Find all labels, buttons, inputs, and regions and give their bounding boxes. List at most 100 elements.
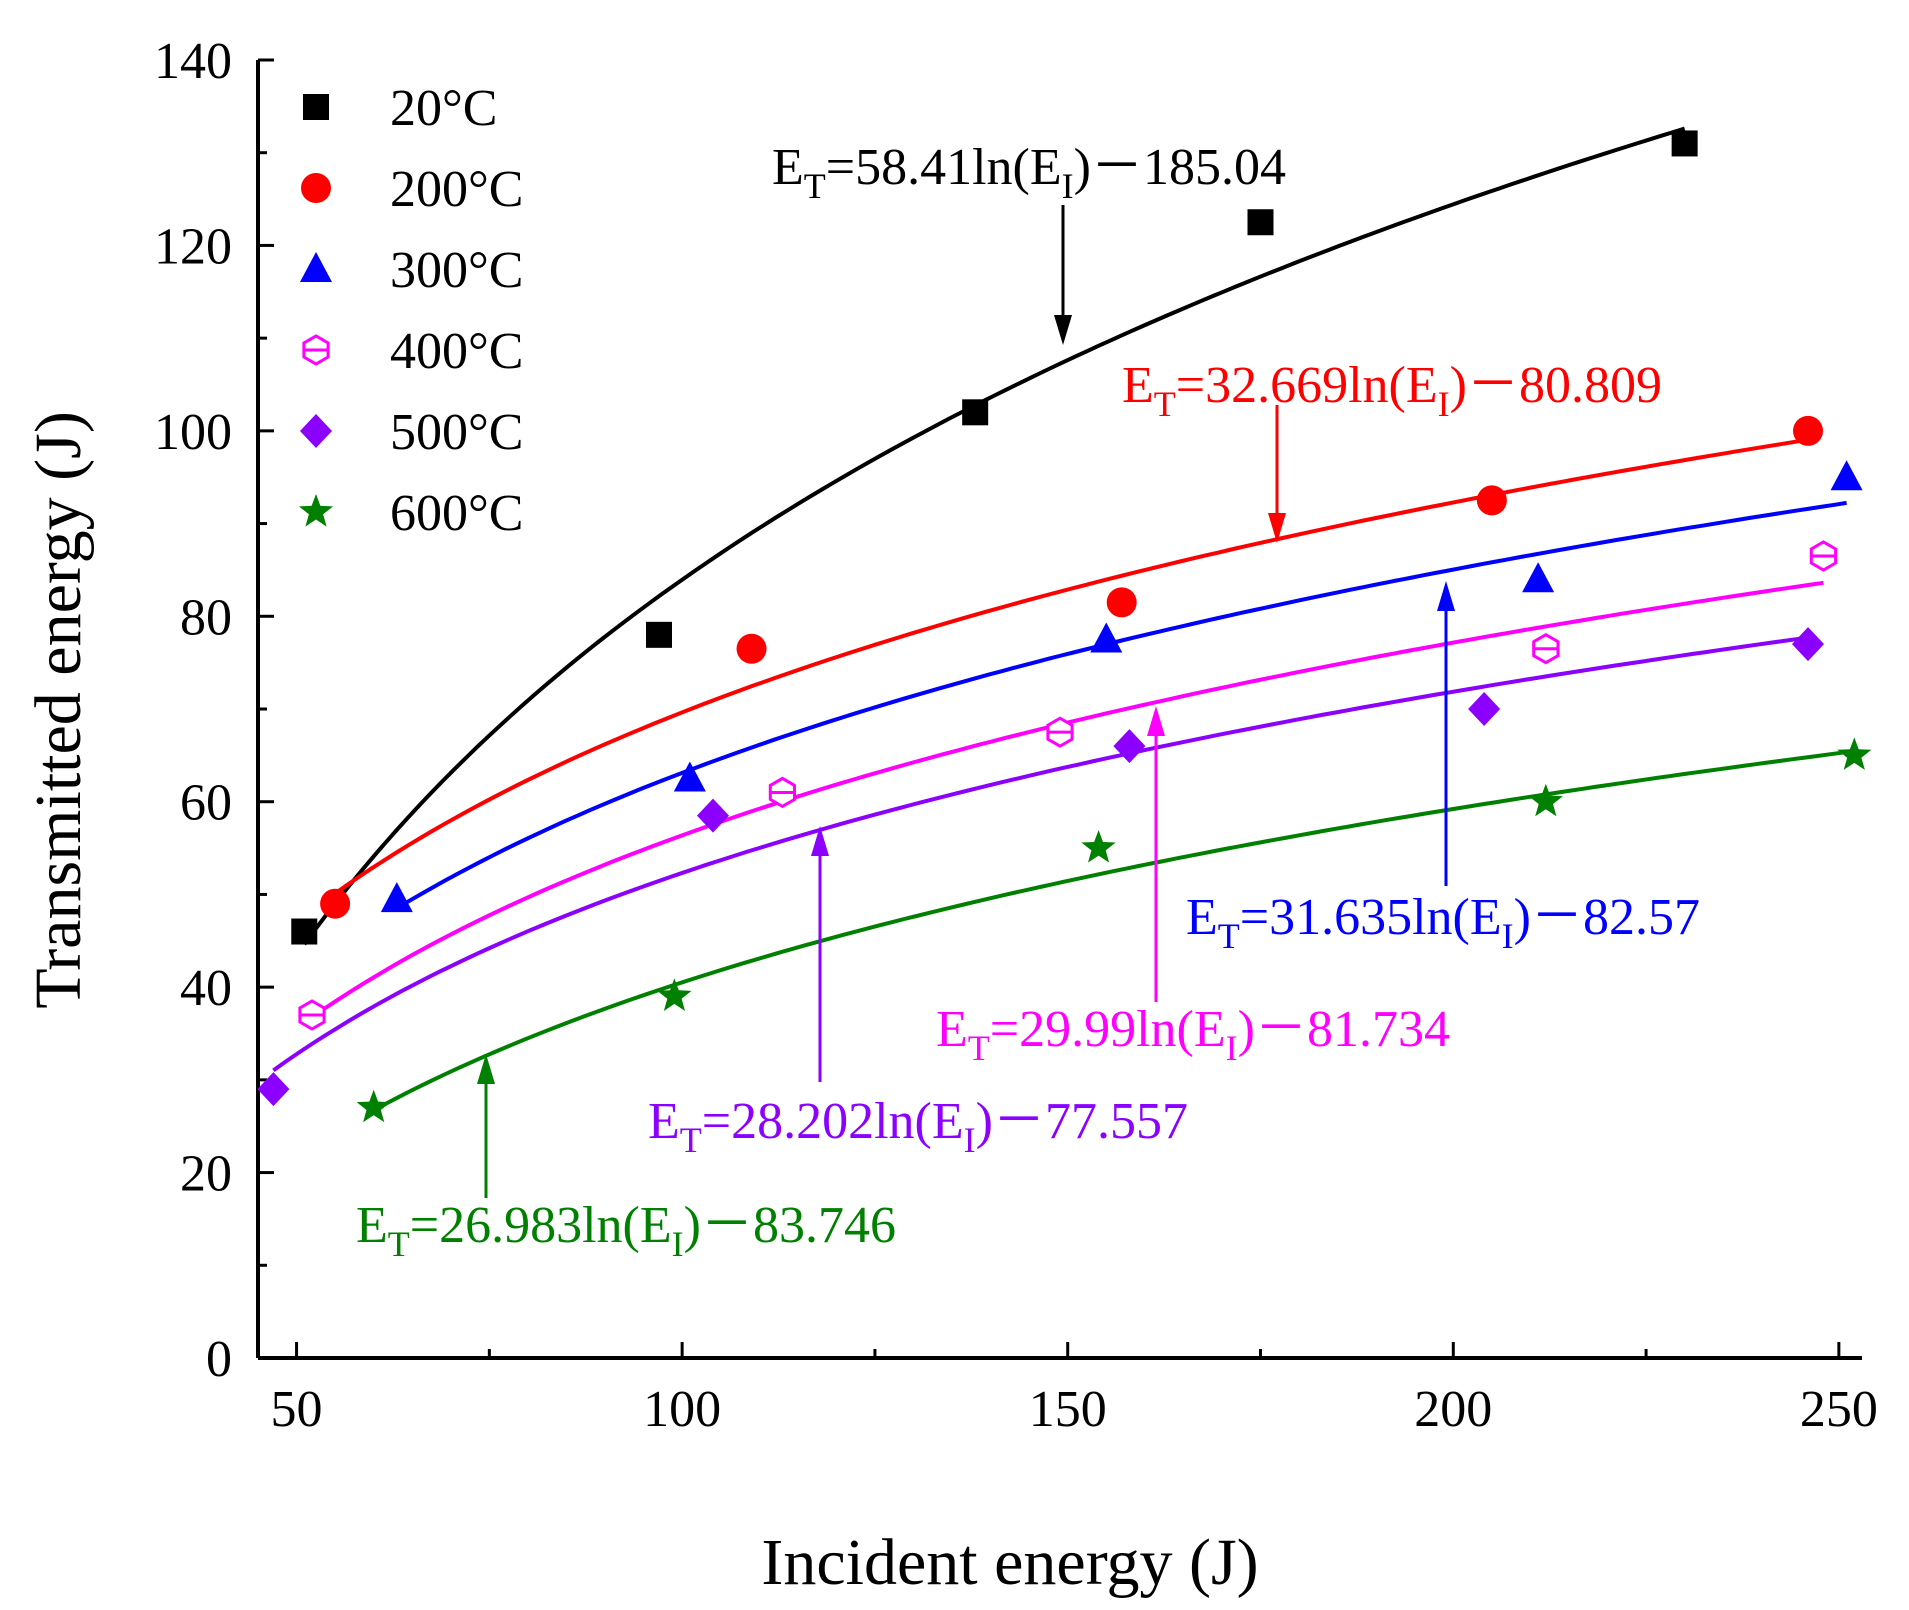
data-point-1	[1476, 485, 1507, 516]
equation-mid: =58.41ln(E	[826, 139, 1062, 196]
equation-mid: =32.669ln(E	[1176, 357, 1438, 414]
fit-equation-0: ET=58.41ln(EI)－185.04	[772, 139, 1286, 206]
data-point-1	[320, 888, 351, 919]
equation-sub2: I	[1226, 1028, 1238, 1068]
data-points	[257, 130, 1872, 1123]
equation-arrow-head-0	[1054, 315, 1072, 345]
x-axis-title: Incident energy (J)	[761, 1526, 1258, 1599]
data-point-2	[1522, 562, 1555, 593]
equation-arrows	[477, 205, 1455, 1198]
data-point-2	[1090, 622, 1123, 653]
equation-arrow-head-3	[1147, 706, 1165, 736]
equation-sub2: I	[1438, 384, 1450, 424]
data-point-3	[298, 999, 326, 1031]
data-point-1	[736, 633, 767, 664]
equation-tail: )－77.557	[976, 1093, 1188, 1150]
legend-marker-0	[303, 94, 329, 120]
equation-arrow-head-2	[1437, 581, 1455, 611]
data-point-0	[1247, 209, 1274, 236]
equation-sub1: T	[388, 1224, 410, 1264]
equation-lead: E	[648, 1093, 680, 1150]
equation-tail: )－81.734	[1238, 1001, 1450, 1058]
fit-curve-5	[372, 749, 1855, 1112]
data-point-3	[768, 776, 796, 809]
fit-curve-2	[395, 500, 1847, 911]
data-point-2	[380, 882, 413, 913]
equation-mid: =28.202ln(E	[702, 1093, 964, 1150]
fit-curve-3	[310, 580, 1824, 1019]
data-point-0	[962, 399, 989, 426]
data-point-1	[1106, 587, 1137, 618]
equation-tail: )－83.746	[684, 1197, 896, 1254]
equation-mid: =31.635ln(E	[1240, 889, 1502, 946]
equation-tail: )－185.04	[1074, 139, 1286, 196]
legend-label: 400°C	[390, 323, 523, 380]
equation-lead: E	[936, 1001, 968, 1058]
data-point-4	[696, 798, 729, 833]
equation-arrow-head-4	[811, 826, 829, 856]
equation-tail: )－80.809	[1450, 357, 1662, 414]
legend-marker-1	[301, 173, 331, 203]
equation-sub1: T	[968, 1028, 990, 1068]
fit-equations: ET=58.41ln(EI)－185.04ET=32.669ln(EI)－80.…	[356, 139, 1700, 1264]
equation-sub1: T	[804, 166, 826, 206]
equation-sub2: I	[964, 1120, 976, 1160]
data-point-5	[356, 1089, 391, 1123]
equation-tail: )－82.57	[1514, 889, 1700, 946]
equation-lead: E	[1122, 357, 1154, 414]
equation-lead: E	[356, 1197, 388, 1254]
fit-equation-3: ET=29.99ln(EI)－81.734	[936, 1001, 1450, 1068]
data-point-5	[1528, 783, 1563, 817]
data-point-2	[673, 761, 706, 792]
equation-sub2: I	[672, 1224, 684, 1264]
fit-equation-5: ET=26.983ln(EI)－83.746	[356, 1197, 896, 1264]
equation-arrow-head-5	[477, 1054, 495, 1084]
fit-curve-1	[333, 437, 1809, 896]
y-axis-title: Transmitted energy (J)	[22, 411, 95, 1009]
y-tick-label: 20	[180, 1146, 232, 1203]
data-point-4	[1113, 729, 1146, 764]
equation-lead: E	[772, 139, 804, 196]
data-point-2	[1830, 460, 1863, 491]
data-point-4	[257, 1072, 290, 1107]
fit-curve-0	[302, 126, 1686, 946]
x-tick-label: 50	[271, 1381, 323, 1438]
legend-label: 600°C	[390, 485, 523, 542]
x-tick-label: 100	[643, 1381, 721, 1438]
legend-label: 300°C	[390, 242, 523, 299]
equation-lead: E	[1186, 889, 1218, 946]
legend-label: 20°C	[390, 80, 497, 137]
data-point-0	[1671, 130, 1698, 157]
fit-curve-4	[272, 635, 1809, 1073]
data-point-4	[1468, 692, 1501, 726]
y-tick-label: 140	[154, 33, 232, 90]
equation-sub2: I	[1502, 916, 1514, 956]
x-tick-label: 150	[1029, 1381, 1107, 1438]
legend-label: 500°C	[390, 404, 523, 461]
equation-mid: =26.983ln(E	[410, 1197, 672, 1254]
x-tick-label: 250	[1800, 1381, 1878, 1438]
data-point-1	[1793, 415, 1824, 446]
equation-sub1: T	[1218, 916, 1240, 956]
fit-equation-2: ET=31.635ln(EI)－82.57	[1186, 889, 1700, 956]
y-tick-label: 100	[154, 404, 232, 461]
equation-sub2: I	[1062, 166, 1074, 206]
data-point-5	[1837, 737, 1872, 770]
y-tick-label: 0	[206, 1331, 232, 1388]
data-point-3	[1046, 716, 1074, 748]
legend-marker-4	[300, 414, 332, 448]
y-tick-label: 80	[180, 589, 232, 646]
data-point-3	[1532, 632, 1560, 665]
data-point-5	[1081, 830, 1116, 863]
data-point-0	[291, 918, 318, 945]
fit-equation-4: ET=28.202ln(EI)－77.557	[648, 1093, 1188, 1160]
legend-marker-5	[298, 494, 334, 527]
x-tick-label: 200	[1414, 1381, 1492, 1438]
legend-label: 200°C	[390, 161, 523, 218]
equation-mid: =29.99ln(E	[990, 1001, 1226, 1058]
data-point-3	[1809, 540, 1838, 572]
legend: 20°C 200°C 300°C 400°C 500°C 600°C	[298, 80, 523, 542]
data-point-4	[1792, 627, 1825, 662]
equation-sub1: T	[1154, 384, 1176, 424]
